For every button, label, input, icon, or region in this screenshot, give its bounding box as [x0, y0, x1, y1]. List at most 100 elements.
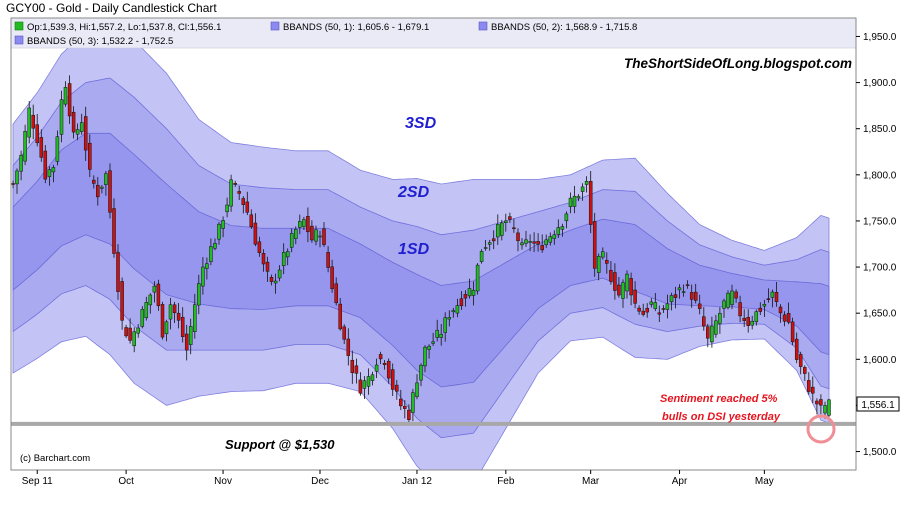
- y-tick-label: 1,750.0: [863, 216, 897, 227]
- x-tick-label: Dec: [311, 476, 329, 487]
- candle-down: [407, 409, 411, 420]
- candle-down: [342, 326, 346, 340]
- candle-up: [710, 325, 714, 343]
- candle-up: [681, 291, 686, 293]
- candle-down: [689, 292, 694, 300]
- candle-down: [326, 252, 330, 268]
- candle-up: [285, 251, 290, 258]
- candle-up: [730, 290, 734, 305]
- candle-down: [261, 253, 266, 265]
- candle-up: [718, 313, 722, 324]
- candle-up: [15, 170, 19, 185]
- candle-down: [160, 304, 165, 338]
- candle-up: [281, 252, 286, 266]
- candle-down: [536, 241, 540, 245]
- candle-up: [770, 291, 775, 298]
- candle-up: [576, 196, 581, 199]
- candle-up: [435, 329, 439, 338]
- candle-down: [350, 359, 355, 374]
- candle-down: [403, 405, 407, 409]
- candle-up: [298, 221, 302, 228]
- candle-down: [378, 354, 383, 360]
- support-line: [11, 421, 856, 426]
- x-tick-label: Mar: [582, 476, 600, 487]
- candle-up: [140, 309, 145, 327]
- candle-down: [693, 291, 698, 301]
- candle-up: [221, 220, 225, 229]
- candle-down: [592, 221, 597, 269]
- candle-up: [649, 301, 654, 305]
- candle-up: [411, 392, 415, 413]
- candle-up: [427, 345, 431, 350]
- y-tick-label: 1,650.0: [863, 309, 897, 320]
- candle-down: [661, 308, 666, 310]
- candle-down: [358, 379, 363, 394]
- candle-down: [71, 111, 76, 133]
- x-tick-label: Jan 12: [402, 476, 432, 487]
- candle-down: [657, 312, 662, 315]
- candle-down: [516, 232, 520, 242]
- x-axis: Sep 11 Oct Nov Dec Jan 12 Feb Mar Apr May: [22, 470, 774, 487]
- x-tick-label: Sep 11: [22, 476, 53, 487]
- candle-down: [108, 170, 112, 213]
- candle-up: [431, 341, 435, 344]
- x-tick-label: May: [755, 476, 774, 487]
- legend-swatch-bb1: [270, 21, 280, 31]
- candle-up: [27, 107, 31, 138]
- candle-down: [617, 284, 621, 296]
- candle-down: [508, 216, 512, 220]
- plot-frame: [10, 17, 857, 471]
- candle-up: [520, 242, 524, 246]
- candle-down: [766, 298, 771, 300]
- candle-down: [673, 294, 678, 298]
- candle-down: [156, 283, 161, 307]
- candle-down: [112, 208, 116, 254]
- candle-up: [193, 304, 197, 332]
- candle-up: [104, 173, 108, 185]
- sentiment-note-line1: Sentiment reached 5%: [660, 393, 778, 405]
- candle-up: [59, 99, 64, 135]
- candle-up: [289, 233, 294, 248]
- candle-up: [148, 294, 153, 306]
- price-tag: 1,556.1: [856, 396, 900, 412]
- bollinger-bands: [12, 22, 830, 470]
- candle-down: [245, 201, 250, 213]
- candle-up: [475, 264, 480, 292]
- legend-swatch-bb3: [14, 35, 24, 45]
- plot-area: [11, 18, 856, 470]
- candle-down: [459, 298, 464, 307]
- candle-up: [467, 288, 472, 297]
- candle-down: [645, 308, 649, 313]
- candle-down: [116, 252, 120, 292]
- candle-down: [382, 362, 387, 365]
- candle-down: [803, 367, 807, 374]
- legend-ohlc: Op:1,539.3, Hi:1,557.2, Lo:1,537.8, Cl:1…: [27, 22, 221, 33]
- candle-down: [746, 317, 750, 326]
- y-tick-label: 1,850.0: [863, 124, 897, 135]
- candle-up: [677, 287, 682, 291]
- price-tag-label: 1,556.1: [861, 400, 895, 411]
- candle-down: [241, 198, 246, 205]
- candle-up: [762, 304, 767, 307]
- candle-up: [439, 333, 443, 338]
- x-tick-label: Feb: [497, 476, 515, 487]
- candle-up: [584, 181, 589, 185]
- candle-up: [415, 382, 419, 397]
- candle-up: [229, 179, 233, 207]
- candle-up: [625, 273, 629, 292]
- watermark: TheShortSideOfLong.blogspot.com: [624, 56, 852, 71]
- candle-down: [629, 278, 633, 296]
- candle-down: [265, 261, 270, 272]
- candle-up: [451, 310, 456, 313]
- candle-up: [209, 246, 213, 262]
- y-tick-label: 1,800.0: [863, 170, 897, 181]
- candle-down: [794, 338, 799, 360]
- candle-down: [83, 116, 88, 151]
- candle-down: [588, 181, 593, 225]
- candle-down: [540, 245, 544, 251]
- candle-up: [277, 269, 282, 279]
- candle-up: [455, 305, 460, 314]
- candle-up: [55, 136, 60, 162]
- candle-up: [318, 235, 322, 238]
- candle-up: [423, 346, 427, 367]
